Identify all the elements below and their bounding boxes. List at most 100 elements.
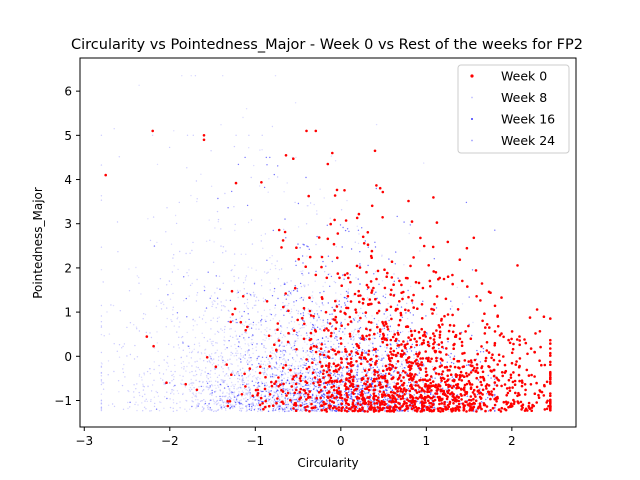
point — [365, 327, 368, 331]
point — [142, 383, 144, 385]
point — [239, 358, 242, 360]
point — [390, 276, 394, 279]
point — [173, 130, 175, 132]
point — [345, 406, 348, 409]
point — [318, 403, 321, 405]
point — [308, 376, 310, 378]
point — [118, 391, 120, 393]
point — [220, 228, 222, 230]
point — [231, 391, 233, 393]
point — [210, 380, 212, 382]
point — [314, 280, 316, 282]
point — [297, 202, 300, 205]
point — [418, 400, 421, 403]
point — [350, 393, 352, 395]
point — [397, 277, 399, 279]
point — [282, 385, 284, 387]
point — [293, 384, 296, 386]
point — [168, 343, 170, 345]
point — [249, 397, 251, 399]
point — [138, 282, 140, 284]
point — [289, 398, 292, 402]
point — [358, 378, 360, 380]
point — [124, 376, 126, 378]
point — [135, 401, 137, 403]
point — [305, 223, 308, 225]
point — [292, 346, 294, 348]
point — [251, 307, 254, 309]
point — [341, 381, 344, 383]
point — [229, 358, 231, 360]
point — [326, 321, 329, 323]
point — [466, 406, 469, 409]
point — [239, 386, 241, 388]
point — [226, 400, 229, 403]
point — [177, 392, 180, 395]
point — [299, 410, 301, 412]
point — [223, 336, 226, 338]
point — [264, 299, 267, 301]
point — [227, 207, 229, 209]
point — [335, 410, 338, 412]
point — [330, 331, 333, 335]
point — [495, 384, 499, 387]
point — [226, 392, 228, 394]
point — [207, 378, 209, 380]
point — [359, 362, 363, 366]
point — [283, 294, 286, 296]
point — [144, 313, 147, 316]
point — [227, 309, 230, 312]
point — [356, 369, 359, 371]
point — [451, 305, 453, 307]
point — [438, 325, 442, 329]
point — [371, 390, 373, 392]
point — [333, 330, 335, 332]
point — [223, 328, 226, 331]
point — [474, 399, 478, 403]
point — [356, 365, 358, 368]
point — [330, 392, 332, 394]
point — [155, 390, 157, 393]
point — [494, 378, 496, 380]
point — [256, 377, 258, 380]
point — [100, 199, 103, 201]
point — [344, 348, 347, 351]
point — [265, 334, 267, 337]
point — [330, 366, 333, 368]
point — [329, 372, 331, 374]
point — [292, 396, 295, 398]
point — [344, 302, 346, 304]
point — [438, 276, 442, 280]
point — [235, 134, 237, 136]
point — [189, 390, 191, 392]
point — [283, 354, 285, 356]
point — [295, 360, 297, 362]
point — [436, 344, 438, 346]
point — [377, 301, 381, 304]
point — [306, 343, 308, 345]
point — [327, 373, 330, 377]
point — [333, 218, 336, 222]
point — [386, 400, 388, 403]
point — [279, 405, 281, 407]
point — [272, 349, 274, 352]
point — [317, 371, 320, 374]
point — [349, 400, 351, 403]
point — [286, 343, 289, 345]
point — [117, 251, 119, 253]
point — [279, 387, 281, 390]
point — [290, 280, 292, 282]
point — [361, 227, 363, 229]
point — [509, 373, 513, 377]
point — [297, 407, 300, 409]
point — [441, 345, 444, 349]
point — [163, 383, 165, 386]
point — [372, 401, 374, 403]
point — [179, 250, 181, 253]
point — [306, 205, 308, 207]
point — [216, 317, 219, 319]
point — [190, 357, 192, 359]
point — [241, 395, 243, 398]
point — [463, 359, 467, 362]
point — [390, 356, 394, 360]
